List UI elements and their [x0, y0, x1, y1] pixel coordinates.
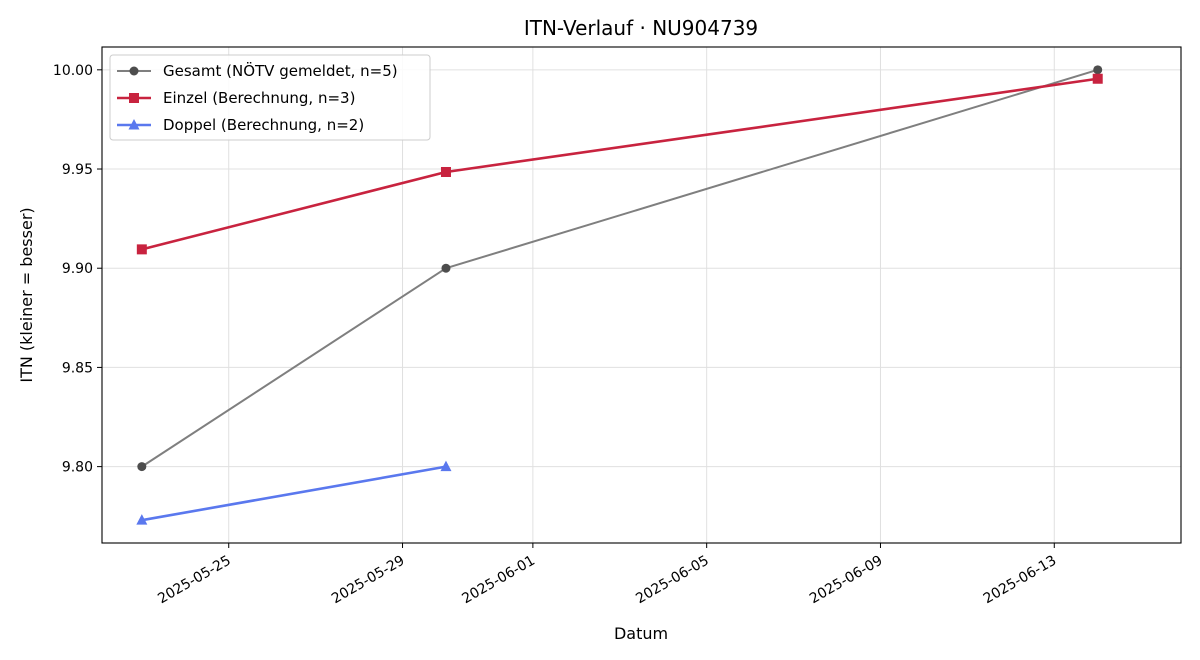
- legend-box: [109, 54, 431, 141]
- data-point: [440, 460, 452, 472]
- legend-item: Gesamt (NÖTV gemeldet, n=5): [117, 61, 398, 80]
- series-line: [140, 465, 448, 522]
- x-axis-title: Datum: [614, 624, 668, 643]
- series-2: [136, 460, 452, 525]
- y-axis-title: ITN (kleiner = besser): [17, 207, 36, 382]
- legend-label: Gesamt (NÖTV gemeldet, n=5): [163, 61, 398, 80]
- data-point: [441, 263, 451, 273]
- y-axis: 9.80 9.85 9.90 9.95 10.00: [53, 63, 102, 476]
- chart-title: ITN-Verlauf · NU904739: [524, 16, 758, 40]
- y-tick-label: 9.85: [62, 360, 93, 376]
- legend: Gesamt (NÖTV gemeldet, n=5) Einzel (Berec…: [109, 54, 431, 141]
- legend-marker: [129, 66, 139, 76]
- data-point: [136, 244, 147, 255]
- y-tick-label: 10.00: [53, 63, 93, 79]
- data-point: [440, 166, 451, 177]
- series-1: [136, 73, 1103, 255]
- legend-item: Doppel (Berechnung, n=2): [117, 116, 364, 134]
- legend-item: Einzel (Berechnung, n=3): [117, 89, 355, 107]
- legend-marker: [128, 119, 140, 130]
- data-point: [1092, 73, 1103, 84]
- legend-label: Einzel (Berechnung, n=3): [163, 89, 355, 107]
- y-tick-label: 9.95: [62, 162, 93, 178]
- legend-label: Doppel (Berechnung, n=2): [163, 116, 364, 134]
- grid: [102, 47, 1181, 543]
- data-point: [136, 514, 148, 525]
- legend-marker: [129, 93, 139, 103]
- series-0: [137, 65, 1103, 472]
- y-tick-label: 9.90: [62, 261, 93, 277]
- plot-frame: [101, 46, 1182, 544]
- series-layer: [136, 65, 1103, 525]
- y-tick-label: 9.80: [62, 460, 93, 476]
- data-point: [137, 462, 147, 472]
- data-point: [1093, 65, 1103, 75]
